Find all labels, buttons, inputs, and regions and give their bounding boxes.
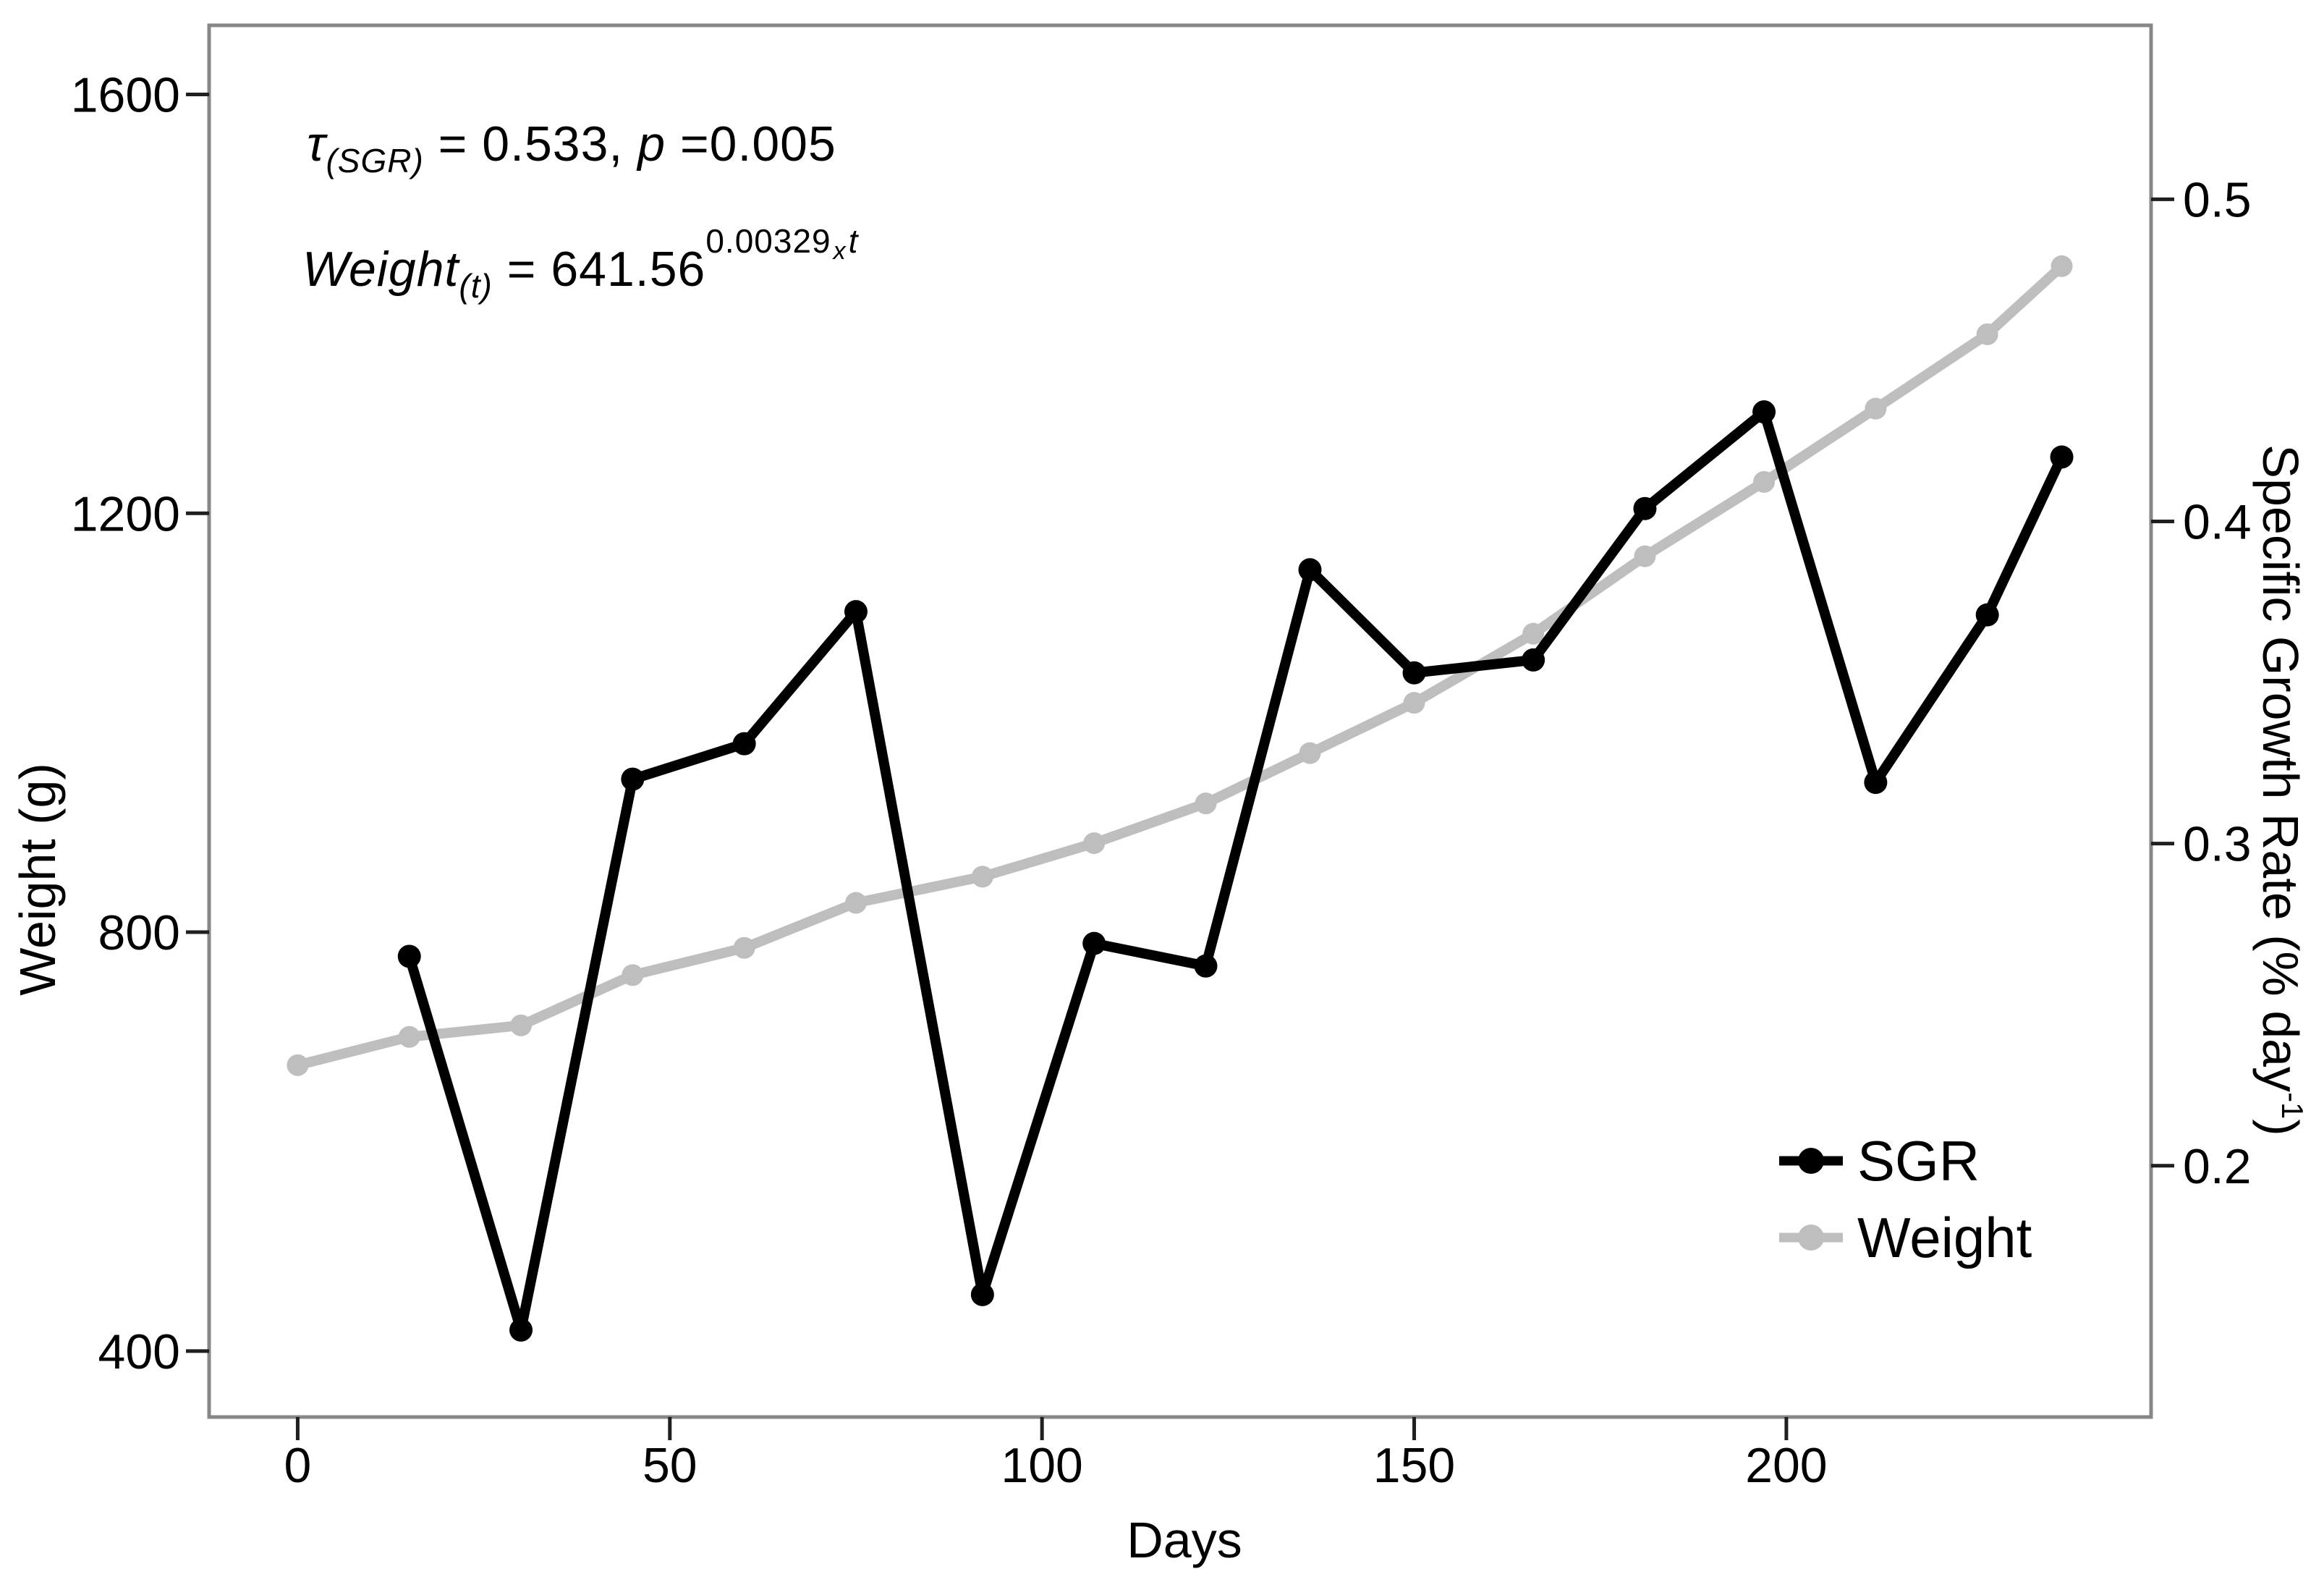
series-weight-point	[1634, 545, 1656, 567]
equation-base: = 641.56	[492, 242, 706, 297]
series-sgr-line	[404, 403, 2067, 1332]
series-weight-point	[510, 1014, 533, 1036]
series-weight-point	[1299, 742, 1321, 764]
left-axis-tick-label: 400	[98, 1324, 180, 1379]
legend: SGR Weight	[1776, 1129, 2032, 1269]
p-symbol: p	[637, 117, 666, 172]
series-weight-point	[622, 964, 644, 986]
series-weight-point	[2051, 255, 2073, 277]
legend-label-weight: Weight	[1857, 1205, 2032, 1269]
series-weight-point	[844, 892, 867, 914]
series-sgr-point	[1082, 931, 1106, 955]
series-sgr-point	[970, 1282, 994, 1306]
series-sgr-point	[1864, 771, 1888, 795]
tau-value: = 0.533,	[423, 117, 638, 172]
series-weight-point	[733, 936, 755, 959]
series-sgr-point	[1194, 954, 1218, 978]
tau-symbol: τ	[307, 117, 326, 172]
right-axis-tick-label: 0.4	[2183, 495, 2252, 550]
series-weight-point	[1976, 323, 1998, 345]
series-weight-point	[971, 866, 993, 888]
series-sgr-point	[1975, 603, 1999, 627]
series-sgr-point	[1298, 558, 1322, 582]
series-sgr-point	[2050, 445, 2074, 469]
x-axis-tick-label: 200	[1745, 1438, 1827, 1493]
left-axis-title: Weight (g)	[9, 763, 66, 996]
x-axis-tick-label: 0	[284, 1438, 312, 1493]
series-weight-point	[1753, 470, 1776, 493]
weight-subscript: (t)	[459, 267, 493, 305]
series-weight-point	[1522, 622, 1545, 645]
left-axis-tick-label: 800	[98, 905, 180, 960]
series-sgr-point	[1522, 648, 1545, 672]
series-weight-point	[287, 1054, 309, 1076]
p-value: =0.005	[666, 117, 836, 172]
equation-exponent: 0.00329xt	[705, 222, 859, 265]
sgr-legend-marker-icon	[1779, 1148, 1843, 1174]
series-sgr-point	[621, 767, 645, 791]
series-weight-point	[1083, 832, 1106, 855]
x-axis-tick-label: 150	[1373, 1438, 1455, 1493]
series-weight-point	[398, 1025, 420, 1048]
left-axis-tick-label: 1600	[71, 67, 180, 122]
left-axis-tick-label: 1200	[71, 486, 180, 541]
x-axis-tick-label: 100	[1001, 1438, 1082, 1493]
x-axis-title: Days	[1127, 1512, 1242, 1568]
series-sgr-point	[1752, 400, 1776, 424]
x-axis-tick-label: 50	[643, 1438, 697, 1493]
series-sgr-point	[1633, 496, 1657, 520]
series-weight-point	[1403, 692, 1425, 714]
right-axis-tick-label: 0.5	[2183, 172, 2252, 227]
series-sgr-point	[844, 600, 868, 624]
series-sgr-point	[732, 732, 756, 756]
right-axis-tick-label: 0.3	[2183, 817, 2252, 872]
right-axis-tick-label: 0.2	[2183, 1139, 2252, 1194]
growth-equation-annotation: Weight(t) = 641.560.00329xt	[302, 221, 858, 305]
series-sgr-point	[509, 1318, 533, 1342]
series-weight-line	[292, 261, 2067, 1070]
legend-label-sgr: SGR	[1857, 1128, 1980, 1193]
legend-item-sgr: SGR	[1776, 1129, 2032, 1193]
tau-subscript: (SGR)	[326, 142, 424, 179]
kendall-tau-annotation: τ(SGR) = 0.533, p =0.005	[307, 116, 836, 180]
series-sgr-point	[1402, 661, 1426, 685]
legend-item-weight: Weight	[1776, 1206, 2032, 1269]
series-sgr-point	[397, 944, 421, 968]
weight-legend-marker-icon	[1779, 1225, 1843, 1251]
series-weight-point	[1865, 397, 1887, 420]
series-weight-point	[1195, 792, 1217, 815]
plot-panel	[207, 23, 2153, 1419]
weight-word: Weight	[302, 242, 459, 297]
right-axis-title: Specific Growth Rate (% day-1)	[2252, 444, 2310, 1136]
